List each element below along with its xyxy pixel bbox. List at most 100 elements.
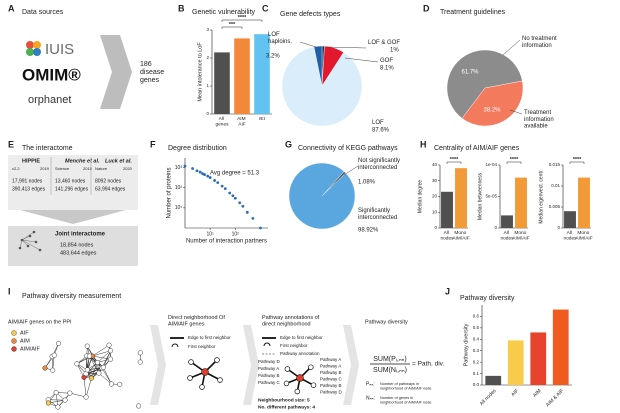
formula-numerator: SUM(Pᵢ,ₙₙ): [373, 356, 407, 363]
network-node: [42, 365, 48, 371]
joint-box: [8, 226, 138, 266]
legend-label: Edge to first neighbor: [280, 335, 323, 340]
panel-letter: F: [150, 139, 156, 149]
chart-title: Pathway diversity: [460, 295, 515, 302]
table-box: [8, 155, 138, 210]
slice-value-label: 8.1%: [380, 66, 394, 72]
x-tick-label: Mono AIM/AIF: [512, 230, 529, 242]
logo-dot: [33, 48, 41, 56]
pathway-count: No. different pathways: 4: [258, 404, 315, 410]
leader-line: [299, 41, 317, 48]
neighbor-node: [188, 359, 194, 365]
network-node: [34, 240, 38, 244]
significance-bracket: [221, 26, 243, 29]
pathway-label: Pathway B: [320, 370, 342, 375]
section-arrow: [343, 325, 359, 405]
joint-edges: 483,644 edges: [60, 250, 97, 256]
network-edge: [19, 239, 23, 249]
network-node: [84, 343, 90, 349]
slice-label: LOF: [372, 120, 384, 126]
x-tick-label: AIF: [510, 388, 520, 398]
y-tick-label: 0: [557, 225, 560, 230]
y-tick-label: 1: [206, 83, 209, 88]
chart-title: Genetic vulnerability: [192, 9, 256, 16]
y-tick-label: 0.6: [473, 314, 480, 319]
significance-label: ****: [510, 157, 519, 163]
network-node: [136, 403, 142, 409]
x-tick-label: IEI: [259, 116, 265, 122]
arrow: [20, 210, 126, 224]
y-axis-label: Median degree: [417, 180, 423, 214]
network-node: [50, 367, 56, 373]
y-tick-label: 20: [432, 194, 438, 199]
point: [233, 196, 237, 200]
pathway-label: Pathway A: [320, 357, 341, 362]
point: [206, 174, 210, 178]
network-edge: [98, 372, 112, 385]
slice-label: Significantly interconnected: [358, 208, 397, 221]
network-edge: [91, 362, 98, 379]
neighbor-node: [199, 384, 205, 390]
neighbor-node: [310, 382, 317, 388]
significance-label: ****: [238, 15, 247, 21]
y-tick-label: 0.2: [473, 359, 480, 364]
slice-value-label: 3.2%: [266, 54, 280, 60]
y-tick-label: 3: [206, 27, 209, 32]
y-tick-label: 10¹: [175, 205, 183, 211]
point: [231, 194, 235, 198]
network-node: [108, 348, 114, 354]
slice-value-label: 87.6%: [372, 128, 390, 134]
source-edges: 63,994 edges: [95, 186, 126, 192]
legend-label: Edge to first neighbor: [188, 335, 231, 340]
section-arrow: [150, 325, 166, 405]
y-tick-label: 1e-04: [485, 162, 497, 167]
neighbor-node: [283, 380, 290, 387]
panel-title: Centrality of AIM/AIF genes: [434, 145, 520, 152]
network-node: [74, 361, 80, 367]
legend-dot: [11, 346, 17, 352]
y-axis-label: Median eigenvect. centr.: [538, 169, 544, 223]
symbol-text: Number of pathways in neighborhood of AI…: [380, 382, 432, 391]
section-title: AIM/AIF genes on the PPI: [8, 319, 72, 325]
legend-neighbor: [263, 342, 271, 347]
point: [191, 167, 194, 170]
pathway-label: Pathway A: [320, 364, 341, 369]
y-tick-label: 5e-05: [485, 194, 497, 199]
section-arrow: [243, 325, 259, 405]
bar: [234, 38, 250, 114]
logo-dot: [26, 41, 34, 49]
network-node: [53, 390, 59, 396]
legend-label: First neighbor: [188, 344, 216, 349]
significance-bracket: [221, 19, 263, 22]
source-edges: 141,296 edges: [55, 186, 89, 192]
bar: [214, 52, 230, 114]
bar: [552, 309, 569, 385]
panel-letter: C: [262, 3, 269, 13]
network-node: [38, 248, 42, 252]
pie-slice: [288, 162, 356, 230]
network-node: [137, 359, 143, 365]
point: [259, 226, 262, 230]
network-node: [84, 367, 90, 373]
legend-dot: [11, 330, 17, 336]
x-tick-label: AIM AIF: [237, 116, 247, 128]
leader-line: [502, 39, 521, 56]
point: [208, 176, 212, 179]
leader-line: [326, 46, 367, 49]
y-tick-label: 2: [206, 55, 209, 60]
pathway-label: Pathway C: [258, 380, 281, 385]
source-name: Menche et al.: [65, 158, 100, 164]
leader-line: [344, 57, 379, 63]
y-tick-label: 0.015: [549, 162, 561, 167]
chart-title: Degree distribution: [168, 145, 227, 152]
bar: [530, 332, 547, 385]
source-year: 2020: [123, 166, 133, 171]
panel-title: Data sources: [22, 9, 64, 16]
y-tick-label: 0.4: [473, 336, 480, 341]
chart-title: Connectivity of KEGG pathways: [298, 145, 398, 152]
symbol: Pₙₙ:: [366, 381, 375, 387]
significance-bracket: [569, 161, 585, 164]
y-tick-label: 40: [432, 162, 438, 167]
joint-nodes: 18,854 nodes: [60, 242, 94, 248]
slice-label: LOF haploins.: [268, 32, 292, 45]
